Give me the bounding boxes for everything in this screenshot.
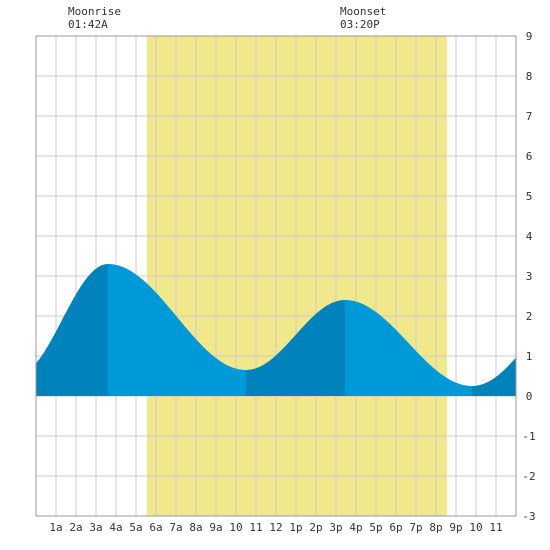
x-tick-label: 2a [69,521,82,534]
moonset-time: 03:20P [340,18,380,31]
x-tick-label: 5a [129,521,142,534]
moonrise-time: 01:42A [68,18,108,31]
x-tick-label: 1p [289,521,302,534]
x-tick-label: 7a [169,521,182,534]
x-tick-label: 2p [309,521,322,534]
y-tick-label: 3 [526,270,533,283]
x-tick-label: 9a [209,521,222,534]
moonrise-label: Moonrise [68,5,121,18]
x-tick-label: 4p [349,521,362,534]
y-tick-label: 8 [526,70,533,83]
y-tick-label: -1 [522,430,535,443]
x-tick-label: 8p [429,521,442,534]
x-tick-label: 1a [49,521,62,534]
y-tick-label: 4 [526,230,533,243]
moonset-label: Moonset [340,5,387,18]
x-tick-label: 6a [149,521,162,534]
x-tick-label: 12 [269,521,282,534]
x-tick-label: 5p [369,521,382,534]
x-tick-label: 8a [189,521,202,534]
y-tick-label: 9 [526,30,533,43]
tide-area-rising [472,357,516,396]
y-tick-label: -3 [522,510,535,523]
plot-frame [35,35,517,517]
x-tick-label: 11 [489,521,502,534]
tide-area-rising [246,300,345,396]
x-tick-label: 10 [469,521,482,534]
y-tick-label: 5 [526,190,533,203]
y-tick-label: -2 [522,470,535,483]
tide-area-rising [36,264,108,396]
x-tick-label: 6p [389,521,402,534]
x-tick-label: 11 [249,521,262,534]
y-tick-label: 0 [526,390,533,403]
x-tick-label: 7p [409,521,422,534]
tide-area-falling [345,300,472,396]
x-tick-label: 4a [109,521,122,534]
x-tick-label: 10 [229,521,242,534]
moonrise-info: Moonrise 01:42A [68,5,121,31]
y-tick-label: 7 [526,110,533,123]
x-tick-label: 3a [89,521,102,534]
moonset-info: Moonset 03:20P [340,5,386,31]
x-tick-label: 3p [329,521,342,534]
y-tick-label: 1 [526,350,533,363]
tide-area-falling [108,264,246,396]
y-tick-label: 2 [526,310,533,323]
x-tick-label: 9p [449,521,462,534]
y-tick-label: 6 [526,150,533,163]
